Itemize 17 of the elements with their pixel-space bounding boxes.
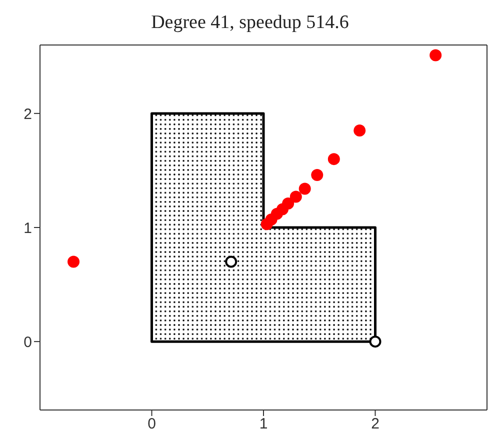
point <box>68 256 80 268</box>
point <box>225 256 238 268</box>
y-tick-label: 2 <box>24 106 32 123</box>
chart-title: Degree 41, speedup 514.6 <box>150 11 350 35</box>
x-tick-label: 0 <box>148 416 156 433</box>
y-tick-label: 1 <box>24 220 32 237</box>
point <box>290 190 302 203</box>
point <box>298 182 311 195</box>
x-tick-label: 2 <box>371 416 380 433</box>
x-tick-label: 1 <box>259 416 268 433</box>
point <box>430 49 442 62</box>
point <box>282 198 294 210</box>
point <box>311 169 324 182</box>
point <box>354 124 366 137</box>
y-tick-label: 0 <box>24 334 32 351</box>
point <box>328 153 340 166</box>
point <box>369 336 382 348</box>
